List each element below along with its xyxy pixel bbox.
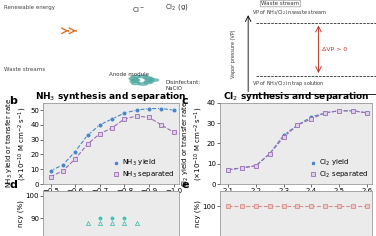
Circle shape — [144, 81, 153, 84]
Y-axis label: ncy (%): ncy (%) — [18, 200, 24, 227]
Legend: NH$_3$ yield, NH$_3$ separated: NH$_3$ yield, NH$_3$ separated — [111, 157, 175, 181]
Circle shape — [150, 79, 159, 81]
Cl$_2$ yield — [364, 111, 369, 114]
Cl$_2$ yield — [309, 115, 314, 118]
NH$_3$ separated — [61, 169, 65, 172]
Circle shape — [138, 83, 147, 85]
Cl$_2$ yield — [323, 111, 327, 114]
NH$_3$ yield — [73, 150, 77, 153]
Line: Cl$_2$ yield: Cl$_2$ yield — [226, 108, 369, 172]
Circle shape — [129, 77, 138, 80]
Text: Cl$^-$: Cl$^-$ — [132, 5, 145, 14]
NH$_3$ yield — [85, 134, 90, 137]
Circle shape — [145, 80, 154, 82]
Title: NH$_3$ synthesis and separation: NH$_3$ synthesis and separation — [35, 90, 187, 103]
NH$_3$ yield — [61, 163, 65, 166]
Text: Cl$_2$ (g): Cl$_2$ (g) — [165, 2, 189, 12]
Cl$_2$ yield — [337, 110, 341, 112]
Text: VP of NH$_3$/Cl$_2$ in trap solution: VP of NH$_3$/Cl$_2$ in trap solution — [252, 79, 324, 88]
NH$_3$ yield — [159, 107, 164, 110]
Circle shape — [131, 75, 140, 78]
Text: VP of NH$_3$/Cl$_2$ in waste stream: VP of NH$_3$/Cl$_2$ in waste stream — [252, 9, 327, 17]
Cl$_2$ separated — [295, 124, 300, 126]
Circle shape — [145, 78, 154, 80]
NH$_3$ separated — [49, 175, 53, 178]
NH$_3$ yield — [122, 112, 127, 114]
Title: Cl$_2$ synthesis and separation: Cl$_2$ synthesis and separation — [223, 90, 369, 103]
Text: Waste streams: Waste streams — [4, 67, 45, 72]
NH$_3$ separated — [135, 114, 139, 117]
NH$_3$ separated — [85, 143, 90, 146]
Text: Renewable energy: Renewable energy — [4, 5, 55, 10]
Circle shape — [131, 82, 140, 85]
NH$_3$ yield — [110, 118, 114, 120]
Cl$_2$ separated — [226, 169, 230, 171]
NH$_3$ separated — [98, 132, 102, 135]
X-axis label: Anodic potential (V vs. RHE): Anodic potential (V vs. RHE) — [247, 196, 345, 202]
Cl$_2$ separated — [268, 152, 272, 155]
Cl$_2$ separated — [240, 166, 244, 169]
NH$_3$ yield — [98, 123, 102, 126]
Text: Anode module: Anode module — [109, 72, 149, 77]
Circle shape — [130, 80, 139, 83]
Text: d: d — [9, 180, 17, 190]
Circle shape — [138, 75, 147, 78]
Cl$_2$ yield — [281, 134, 286, 137]
Cl$_2$ yield — [240, 166, 244, 169]
Cl$_2$ separated — [281, 136, 286, 139]
Cl$_2$ separated — [254, 164, 258, 167]
Cl$_2$ yield — [350, 110, 355, 112]
Text: e: e — [182, 180, 190, 190]
NH$_3$ yield — [135, 109, 139, 111]
Text: b: b — [9, 96, 17, 106]
Circle shape — [131, 79, 140, 81]
Legend: Cl$_2$ yield, Cl$_2$ separated: Cl$_2$ yield, Cl$_2$ separated — [308, 157, 369, 181]
Text: ΔVP > 0: ΔVP > 0 — [322, 47, 347, 52]
NH$_3$ separated — [171, 131, 176, 134]
Y-axis label: NH$_3$ yield or transfer rate
(×10$^{-10}$ M cm$^{-2}$ s$^{-1}$): NH$_3$ yield or transfer rate (×10$^{-10… — [5, 98, 29, 188]
Cl$_2$ yield — [226, 169, 230, 171]
Circle shape — [143, 77, 152, 79]
NH$_3$ yield — [171, 109, 176, 111]
Text: Waste stream: Waste stream — [261, 1, 300, 6]
Cl$_2$ separated — [350, 110, 355, 112]
Text: Vapor pressure (VP): Vapor pressure (VP) — [230, 29, 236, 78]
Cl$_2$ separated — [337, 110, 341, 112]
Line: NH$_3$ yield: NH$_3$ yield — [48, 106, 176, 173]
NH$_3$ separated — [122, 118, 127, 120]
NH$_3$ yield — [147, 107, 151, 110]
NH$_3$ separated — [147, 116, 151, 119]
Cl$_2$ separated — [364, 111, 369, 114]
Text: Disinfectant:
NaClO: Disinfectant: NaClO — [165, 80, 200, 91]
NH$_3$ separated — [73, 157, 77, 160]
NH$_3$ yield — [49, 169, 53, 172]
Cl$_2$ separated — [309, 118, 314, 120]
Line: NH$_3$ separated: NH$_3$ separated — [48, 114, 176, 179]
NH$_3$ separated — [110, 126, 114, 129]
NH$_3$ separated — [159, 123, 164, 126]
Y-axis label: ncy (%): ncy (%) — [194, 200, 201, 227]
Cl$_2$ yield — [254, 164, 258, 167]
X-axis label: Cathodic potential (V vs. RHE): Cathodic potential (V vs. RHE) — [58, 196, 164, 202]
Cl$_2$ separated — [323, 111, 327, 114]
Cl$_2$ yield — [268, 152, 272, 155]
Cl$_2$ yield — [295, 124, 300, 126]
Text: c: c — [182, 96, 188, 106]
Y-axis label: Cl$_2$ yield or transfer rate
(×10$^{-10}$ M cm$^{-2}$ s$^{-1}$): Cl$_2$ yield or transfer rate (×10$^{-10… — [181, 100, 205, 187]
Line: Cl$_2$ separated: Cl$_2$ separated — [226, 108, 369, 172]
